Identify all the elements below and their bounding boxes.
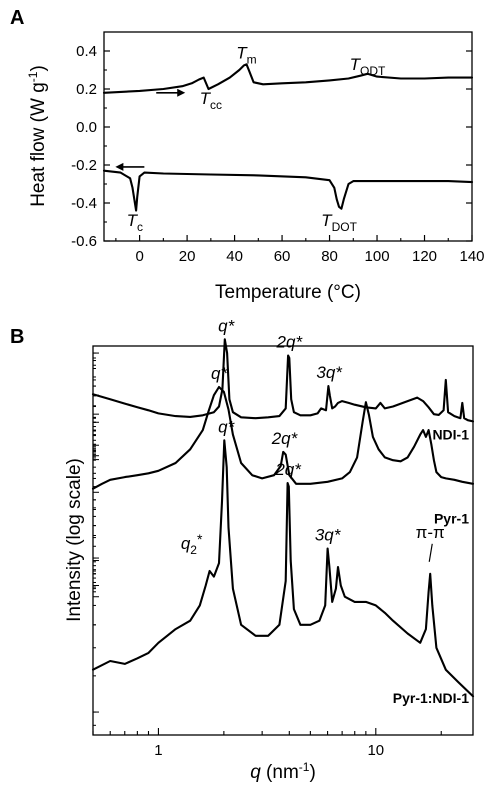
panel-a: A 0 20 40 60 80 100 120 140 -0.6 -0.4 -0.2 0.0 0.2 0.… [10,7,485,303]
panel-b-peak-label: 3q* [316,363,343,382]
panel-a-left-arrow-head [115,162,124,171]
panel-a-annotation-label: Tcc [200,89,222,112]
panel-a-annotation-main: T [127,211,139,230]
panel-a-y-tick-label: -0.2 [71,157,97,174]
panel-b-tick-labels: 1 10 [154,742,384,759]
panel-b-series-curve [91,385,475,490]
panel-a-y-title-close: ) [28,65,49,71]
panel-b-q2-main: q [181,534,191,553]
panel-a-y-tick-label: 0.0 [76,119,97,136]
panel-a-annotation-sub: cc [210,98,222,112]
panel-b-series-curve [91,439,475,698]
panel-b-q2-label: q2* [181,531,203,557]
panel-b-x-tick-label: 10 [367,742,384,759]
panel-a-tick-labels: 0 20 40 60 80 100 120 140 -0.6 -0.4 -0.2 0.0 0.2 0.4 [71,43,484,265]
panel-a-annotation-label: Tm [236,44,256,67]
panel-a-annotation-sub: ODT [360,64,386,78]
panel-b-curves [91,338,475,698]
panel-a-annotation-main: T [350,55,362,74]
panel-a-y-tick-label: -0.4 [71,195,97,212]
panel-b-x-axis-title: q (nm-1) [250,760,316,783]
panel-b-x-title-close: ) [309,762,315,783]
panel-b-x-title-text: (nm [261,762,299,783]
panel-b-q2-sub: 2 [190,543,197,557]
panel-b-letter: B [10,326,24,348]
panel-a-x-tick-label: 20 [179,248,196,265]
panel-b-peak-label: q* [218,417,235,436]
panel-b-peak-label: 2q* [274,460,302,479]
panel-b-peak-label: q* [211,364,228,383]
panel-a-x-tick-label: 60 [274,248,291,265]
panel-b-peak-label: 2q* [276,333,304,352]
panel-b-peak-label: 2q* [271,429,299,448]
panel-a-annotation-label: TODT [350,55,386,78]
panel-b-q2-sup: * [197,531,203,547]
panel-b-annotations: q*2q*3q*q*2q*q*2q*3q*q2* π-π [181,316,445,562]
panel-a-plot-frame [103,31,473,242]
panel-b-peak-label: q* [218,316,235,335]
panel-b-x-title-q: q [250,762,261,783]
panel-a-right-arrow-head [177,88,186,97]
panel-a-annotation-sub: c [137,220,143,234]
panel-a-x-axis-title: Temperature (°C) [215,282,361,303]
panel-b-sample-label: Pyr-1:NDI-1 [393,690,469,706]
panel-b-series-curve [91,338,475,423]
panel-a-y-tick-label: 0.2 [76,81,97,98]
panel-b-x-title-exp: -1 [299,760,310,774]
panel-b-peak-label: 3q* [315,526,342,545]
panel-a-annotation-main: T [236,44,248,63]
panel-a-y-tick-label: 0.4 [76,43,97,60]
panel-a-arrows [115,88,186,171]
panel-a-y-title-text: Heat flow (W g [28,82,49,207]
panel-a-annotation-sub: m [247,53,257,67]
panel-a-annotation-sub: DOT [332,220,358,234]
panel-a-heating-curve [102,63,474,94]
panel-b-sample-label: NDI-1 [432,427,469,443]
panel-a-letter: A [10,7,24,29]
panel-b-x-tick-label: 1 [154,742,162,759]
panel-a-annotation-main: T [321,211,333,230]
panel-a-x-tick-label: 0 [135,248,143,265]
panel-a-y-title-exp: -1 [26,71,40,82]
panel-b: B 1 10 q*2q*3q*q*2q*q*2q*3q*q2* π-π NDI-1P… [10,316,475,783]
panel-a-annotation-main: T [200,89,212,108]
panel-b-pi-pi-leader [428,543,433,562]
panel-a-x-tick-label: 120 [412,248,437,265]
panel-a-x-tick-label: 140 [459,248,484,265]
panel-a-x-tick-label: 80 [321,248,338,265]
panel-a-ticks [104,50,473,242]
panel-a-y-axis-title: Heat flow (W g-1) [26,65,49,207]
panel-b-pi-pi-label: π-π [416,523,445,542]
panel-a-x-tick-label: 40 [226,248,243,265]
panel-b-plot-frame [92,345,474,736]
panel-a-y-tick-label: -0.6 [71,233,97,250]
panel-b-y-axis-title: Intensity (log scale) [64,458,85,622]
panel-b-sample-label: Pyr-1 [434,511,469,527]
panel-a-curves [102,63,474,212]
panel-a-annotation-label: Tc [127,211,143,234]
panel-b-sample-labels: NDI-1 Pyr-1 Pyr-1:NDI-1 [393,427,469,706]
panel-a-cooling-curve [102,169,474,212]
panel-a-x-tick-label: 100 [365,248,390,265]
panel-a-annotation-label: TDOT [321,211,357,234]
